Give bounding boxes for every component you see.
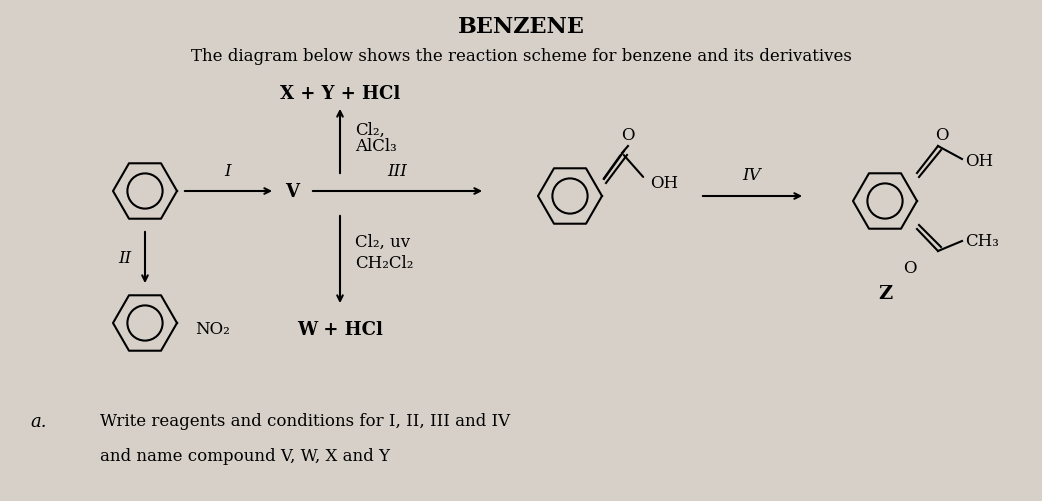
Text: Cl₂, uv: Cl₂, uv	[355, 233, 411, 250]
Text: CH₂Cl₂: CH₂Cl₂	[355, 255, 414, 272]
Text: V: V	[286, 183, 299, 200]
Text: a.: a.	[30, 412, 47, 430]
Text: OH: OH	[650, 175, 678, 192]
Text: W + HCl: W + HCl	[297, 320, 383, 338]
Text: O: O	[621, 127, 635, 144]
Text: The diagram below shows the reaction scheme for benzene and its derivatives: The diagram below shows the reaction sch…	[191, 49, 851, 65]
Text: Cl₂,: Cl₂,	[355, 121, 384, 138]
Text: IV: IV	[743, 167, 762, 184]
Text: NO₂: NO₂	[195, 321, 229, 338]
Text: OH: OH	[965, 153, 993, 170]
Text: AlCl₃: AlCl₃	[355, 138, 397, 155]
Text: O: O	[903, 260, 917, 277]
Text: and name compound V, W, X and Y: and name compound V, W, X and Y	[100, 447, 390, 464]
Text: CH₃: CH₃	[965, 233, 999, 250]
Text: O: O	[936, 127, 949, 144]
Text: BENZENE: BENZENE	[457, 16, 585, 38]
Text: III: III	[387, 163, 407, 180]
Text: II: II	[119, 250, 132, 267]
Text: I: I	[225, 163, 231, 180]
Text: Z: Z	[877, 285, 892, 303]
Text: Write reagents and conditions for I, II, III and IV: Write reagents and conditions for I, II,…	[100, 413, 511, 430]
Text: X + Y + HCl: X + Y + HCl	[280, 85, 400, 103]
